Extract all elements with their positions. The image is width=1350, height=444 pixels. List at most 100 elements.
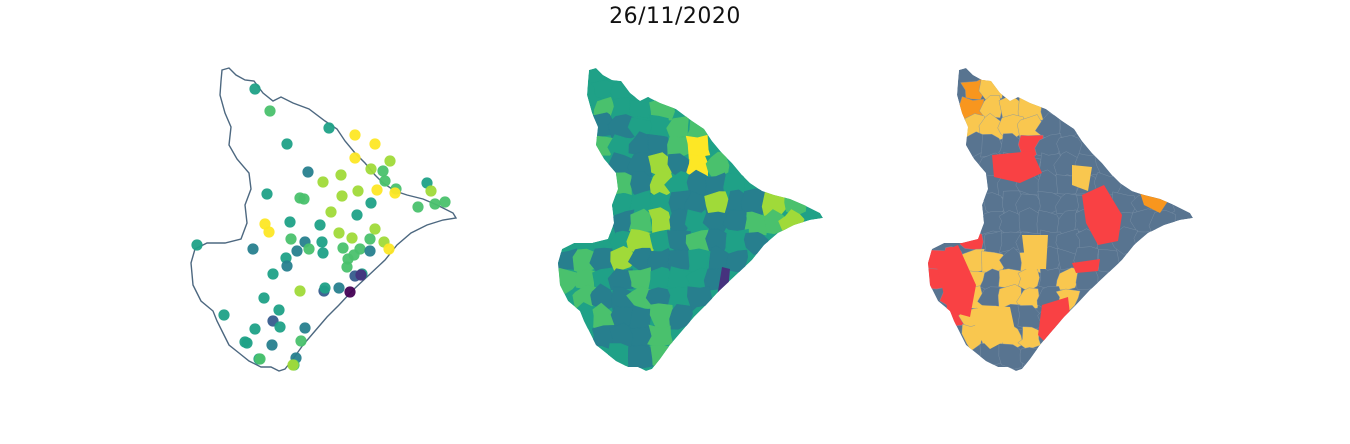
region-boundary bbox=[190, 67, 458, 372]
station-point bbox=[191, 239, 203, 251]
municipality bbox=[984, 230, 1004, 257]
municipality bbox=[647, 114, 670, 140]
municipality bbox=[959, 232, 984, 250]
station-point bbox=[274, 321, 286, 333]
station-point bbox=[425, 185, 437, 197]
station-point bbox=[344, 286, 356, 298]
municipality bbox=[1038, 297, 1072, 351]
station-point bbox=[369, 138, 381, 150]
municipality bbox=[998, 343, 1023, 370]
station-point bbox=[317, 176, 329, 188]
station-point bbox=[325, 206, 337, 218]
municipality bbox=[974, 305, 1016, 349]
station-point bbox=[384, 155, 396, 167]
municipality bbox=[607, 268, 634, 290]
municipality bbox=[685, 154, 709, 177]
figure-title: 26/11/2020 bbox=[609, 4, 741, 29]
municipality bbox=[1072, 259, 1100, 273]
station-point bbox=[266, 339, 278, 351]
station-point bbox=[355, 269, 367, 281]
station-point bbox=[352, 185, 364, 197]
station-point bbox=[294, 285, 306, 297]
municipality bbox=[627, 152, 653, 178]
station-point bbox=[346, 232, 358, 244]
station-point bbox=[258, 292, 270, 304]
station-point bbox=[389, 187, 401, 199]
municipality bbox=[743, 211, 769, 236]
station-point bbox=[365, 163, 377, 175]
municipality bbox=[1072, 165, 1092, 191]
station-point bbox=[317, 247, 329, 259]
municipality bbox=[1098, 249, 1120, 273]
station-point bbox=[281, 260, 293, 272]
station-point bbox=[314, 219, 326, 231]
station-point bbox=[302, 166, 314, 178]
municipality bbox=[979, 95, 1003, 119]
station-point bbox=[369, 223, 381, 235]
municipality bbox=[1055, 193, 1081, 215]
station-point bbox=[323, 122, 335, 134]
station-point bbox=[439, 196, 451, 208]
station-point bbox=[285, 233, 297, 245]
station-point bbox=[412, 201, 424, 213]
classified-map-panel bbox=[922, 55, 1202, 385]
choropleth-map-panel bbox=[552, 55, 832, 385]
municipality bbox=[610, 245, 638, 274]
choropleth-map bbox=[558, 68, 823, 371]
station-point bbox=[249, 323, 261, 335]
municipality bbox=[934, 245, 976, 317]
municipality bbox=[650, 345, 672, 369]
station-point bbox=[364, 233, 376, 245]
municipality bbox=[725, 228, 749, 255]
municipality bbox=[669, 208, 691, 238]
station-point bbox=[299, 322, 311, 334]
station-point bbox=[295, 335, 307, 347]
station-point bbox=[364, 245, 376, 257]
station-point bbox=[429, 198, 441, 210]
station-point bbox=[273, 304, 285, 316]
station-point bbox=[341, 261, 353, 273]
station-point bbox=[267, 268, 279, 280]
municipality bbox=[590, 283, 615, 311]
station-point bbox=[336, 190, 348, 202]
municipality bbox=[572, 284, 598, 311]
station-point bbox=[261, 188, 273, 200]
station-point bbox=[333, 227, 345, 239]
point-map-panel bbox=[185, 55, 465, 385]
station-point bbox=[316, 236, 328, 248]
station-point bbox=[264, 105, 276, 117]
municipality bbox=[1022, 235, 1048, 269]
point-map bbox=[190, 67, 458, 372]
municipality bbox=[1082, 185, 1122, 245]
station-point bbox=[218, 309, 230, 321]
municipality bbox=[611, 172, 632, 195]
station-point bbox=[247, 243, 259, 255]
municipality bbox=[607, 114, 635, 141]
station-point bbox=[337, 242, 349, 254]
station-point bbox=[371, 184, 383, 196]
station-point bbox=[291, 245, 303, 257]
station-point bbox=[319, 282, 331, 294]
station-point bbox=[349, 152, 361, 164]
station-point bbox=[365, 197, 377, 209]
municipality bbox=[992, 151, 1042, 183]
station-point bbox=[239, 336, 251, 348]
station-point bbox=[333, 282, 345, 294]
municipality bbox=[648, 207, 672, 236]
station-point bbox=[377, 165, 389, 177]
station-point bbox=[298, 193, 310, 205]
station-point bbox=[263, 226, 275, 238]
station-point bbox=[287, 359, 299, 371]
station-point bbox=[303, 243, 315, 255]
municipality bbox=[627, 344, 655, 369]
station-point bbox=[284, 216, 296, 228]
station-point bbox=[249, 83, 261, 95]
station-point bbox=[254, 353, 266, 365]
station-point bbox=[281, 138, 293, 150]
municipality bbox=[685, 134, 711, 160]
station-point bbox=[351, 209, 363, 221]
municipality bbox=[649, 170, 676, 199]
classified-map bbox=[928, 68, 1193, 371]
station-point bbox=[383, 243, 395, 255]
station-point bbox=[379, 175, 391, 187]
